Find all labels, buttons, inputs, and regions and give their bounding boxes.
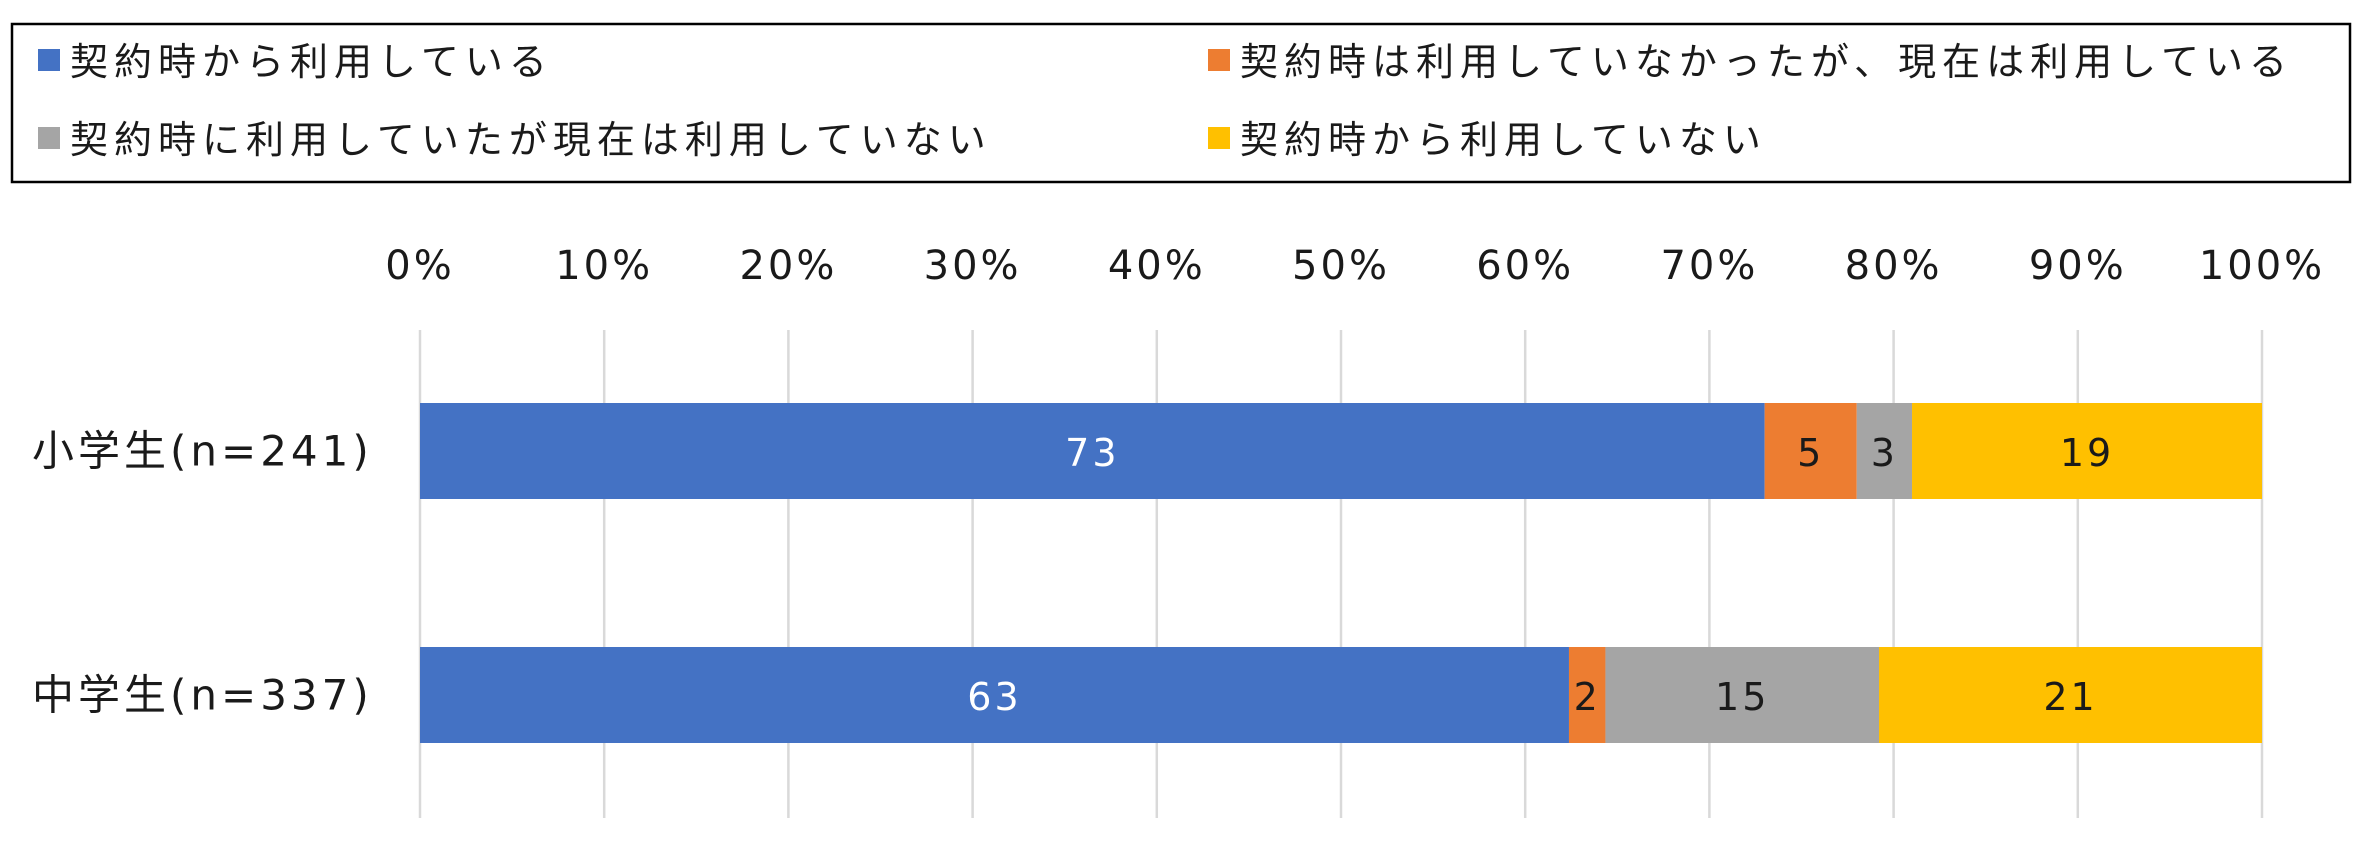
y-axis-categories: 小学生(n=241) 中学生(n=337): [32, 427, 373, 720]
data-label: 73: [1065, 431, 1119, 475]
legend-swatch-1: [38, 49, 60, 71]
bar-segment: [420, 647, 1569, 743]
data-label: 21: [2043, 675, 2097, 719]
legend-swatch-2: [1208, 49, 1230, 71]
bar-segment: [1912, 403, 2262, 499]
x-tick-label: 60%: [1476, 243, 1574, 289]
data-label: 3: [1871, 431, 1898, 475]
x-tick-label: 30%: [924, 243, 1022, 289]
data-label: 15: [1715, 675, 1769, 719]
x-tick-label: 20%: [739, 243, 837, 289]
legend-swatch-4: [1208, 127, 1230, 149]
x-tick-label: 70%: [1660, 243, 1758, 289]
x-tick-label: 50%: [1292, 243, 1390, 289]
category-label: 小学生(n=241): [32, 427, 373, 476]
x-tick-label: 100%: [2199, 243, 2325, 289]
legend-box: [10, 22, 2352, 184]
x-tick-label: 10%: [555, 243, 653, 289]
bars: 73 5 3 19 63 2 15 21: [420, 403, 2262, 743]
legend-swatch-3: [38, 127, 60, 149]
data-label: 19: [2060, 431, 2114, 475]
bar-segment: [1605, 647, 1880, 743]
legend-label-1: 契約時から利用している: [70, 40, 553, 84]
bar-segment: [420, 403, 1765, 499]
legend-label-2: 契約時は利用していなかったが、現在は利用している: [1240, 40, 2293, 84]
bar-segment: [1764, 403, 1857, 499]
bar-segment: [1879, 647, 2262, 743]
data-label: 2: [1574, 675, 1601, 719]
x-tick-label: 40%: [1108, 243, 1206, 289]
x-tick-label: 90%: [2029, 243, 2127, 289]
category-label: 中学生(n=337): [32, 671, 373, 720]
x-tick-label: 0%: [385, 243, 454, 289]
legend-label-4: 契約時から利用していない: [1240, 118, 1767, 162]
x-tick-label: 80%: [1845, 243, 1943, 289]
x-axis-ticks: 0% 10% 20% 30% 40% 50% 60% 70% 80% 90% 100%: [385, 243, 2325, 289]
legend: 契約時から利用している 契約時は利用していなかったが、現在は利用している契約時に利…: [38, 40, 2293, 162]
data-label: 63: [967, 675, 1021, 719]
data-label: 5: [1797, 431, 1824, 475]
bar-segment: [1568, 647, 1606, 743]
bar-segment: [1856, 403, 1913, 499]
legend-label-3: 契約時に利用していたが現在は利用していない: [70, 118, 992, 162]
